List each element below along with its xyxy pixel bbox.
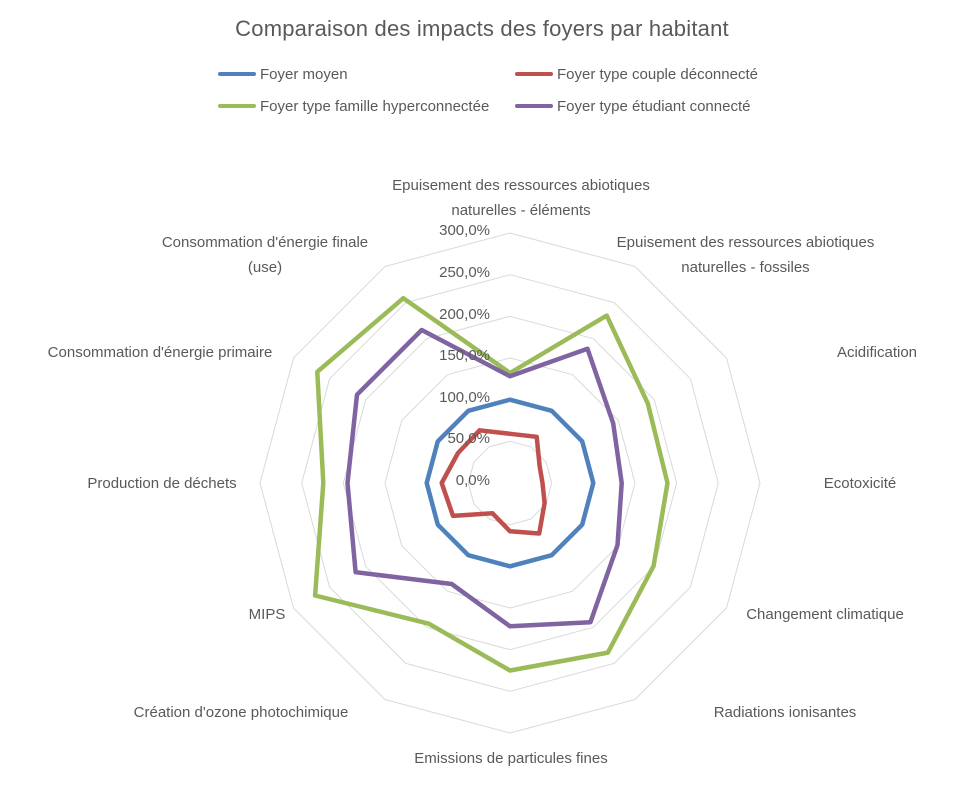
category-label-mips: MIPS [248,606,286,623]
radial-tick-150: 150,0% [439,347,490,364]
gridline-ring-300 [259,232,761,734]
legend-line-swatch [515,72,553,76]
gridline-ring-50 [467,440,553,526]
category-label-epuisement-fossiles: Epuisement des ressources abiotiques nat… [616,234,875,276]
gridline-ring-200 [342,315,678,651]
series-polygon-foyer-type-tudiant-connect- [345,327,624,629]
legend-line-swatch [218,104,256,108]
radial-tick-250: 250,0% [439,264,490,281]
legend-line-swatch [218,72,256,76]
legend-line-swatch [515,104,553,108]
series-polygon-foyer-type-famille-hyperconnect-e [312,295,670,673]
category-label-particules-fines: Emissions de particules fines [414,750,608,767]
radial-tick-50: 50,0% [447,430,490,447]
legend-label: Foyer type étudiant connecté [557,97,751,115]
category-label-changement-climatique: Changement climatique [746,606,904,623]
category-label-energie-primaire: Consommation d'énergie primaire [47,344,273,361]
category-label-acidification: Acidification [836,344,918,361]
category-label-epuisement-elements: Epuisement des ressources abiotiques nat… [392,177,650,219]
series-polygon-foyer-type-couple-d-connect- [439,428,547,536]
category-label-energie-finale: Consommation d'énergie finale (use) [161,234,369,276]
legend-item-foyer-moyen: Foyer moyen [218,65,348,83]
category-label-radiations-ionisantes: Radiations ionisantes [713,704,857,721]
legend-label: Foyer type famille hyperconnectée [260,97,490,115]
legend-item-etudiant-connecte: Foyer type étudiant connecté [515,97,750,115]
legend-label: Foyer moyen [260,65,348,83]
chart-title: Comparaison des impacts des foyers par h… [235,16,729,41]
legend-label: Foyer type couple déconnecté [557,65,758,83]
gridline-ring-250 [301,274,719,692]
radial-tick-300: 300,0% [439,222,490,239]
gridline-ring-150 [384,357,636,609]
category-label-ecotoxicite: Ecotoxicité [823,475,897,492]
radial-tick-200: 200,0% [439,306,490,323]
legend-item-famille-hyperconnectee: Foyer type famille hyperconnectée [218,97,489,115]
radial-tick-100: 100,0% [439,389,490,406]
series-polygon-foyer-moyen [424,397,596,569]
legend-item-couple-deconnecte: Foyer type couple déconnecté [515,65,758,83]
radial-tick-0: 0,0% [455,472,490,489]
category-label-production-dechets: Production de déchets [87,475,237,492]
category-label-ozone-photochimique: Création d'ozone photochimique [133,704,349,721]
